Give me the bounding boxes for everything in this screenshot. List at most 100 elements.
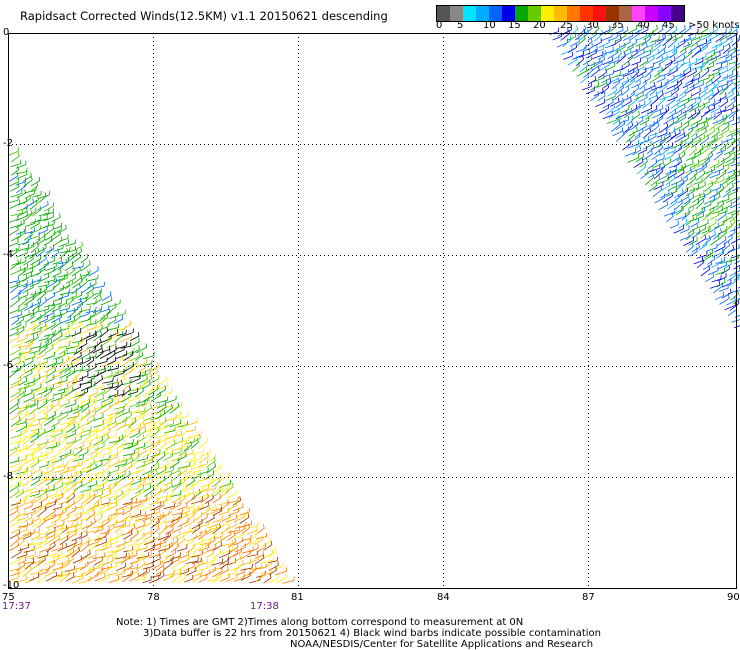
wind-barb bbox=[185, 506, 196, 517]
wind-barb bbox=[664, 151, 674, 161]
wind-barb bbox=[101, 536, 112, 548]
wind-barb bbox=[185, 534, 197, 542]
wind-barb bbox=[80, 382, 92, 392]
wind-barb bbox=[58, 304, 71, 312]
wind-barb bbox=[736, 62, 740, 66]
wind-barb bbox=[100, 403, 111, 415]
wind-barb bbox=[663, 208, 676, 217]
wind-barb bbox=[579, 28, 590, 41]
wind-barb bbox=[268, 575, 279, 584]
wind-barb bbox=[66, 461, 80, 470]
wind-barb bbox=[709, 88, 720, 100]
wind-barb bbox=[232, 496, 242, 506]
wind-barb bbox=[683, 48, 693, 60]
wind-barb bbox=[100, 417, 112, 426]
wind-barb bbox=[642, 127, 652, 139]
wind-barb bbox=[99, 349, 111, 359]
wind-barb bbox=[39, 513, 52, 521]
wind-barb bbox=[29, 538, 43, 546]
wind-barb bbox=[37, 505, 47, 518]
legend-swatch bbox=[476, 6, 489, 21]
wind-barb bbox=[637, 145, 648, 155]
wind-barb bbox=[44, 275, 56, 283]
wind-barb bbox=[113, 483, 123, 493]
wind-barb bbox=[52, 572, 64, 582]
wind-barb bbox=[170, 536, 179, 548]
wind-barb bbox=[8, 333, 20, 344]
wind-barb bbox=[691, 150, 702, 161]
wind-barb bbox=[169, 458, 180, 469]
wind-barb bbox=[171, 542, 180, 553]
wind-barb bbox=[45, 410, 57, 421]
wind-barb bbox=[99, 565, 109, 576]
wind-barb bbox=[158, 523, 168, 535]
wind-barb bbox=[59, 386, 69, 397]
wind-barb bbox=[57, 556, 70, 566]
wind-barb bbox=[142, 351, 155, 360]
wind-barb bbox=[233, 573, 245, 582]
wind-barb bbox=[556, 38, 569, 48]
wind-barb bbox=[23, 471, 33, 481]
note-line-3: NOAA/NESDIS/Center for Satellite Applica… bbox=[290, 639, 594, 650]
wind-barb bbox=[39, 544, 51, 553]
wind-barb bbox=[93, 436, 103, 446]
wind-barb bbox=[234, 524, 246, 535]
wind-barb bbox=[191, 476, 201, 487]
wind-barb bbox=[709, 68, 720, 77]
wind-barb bbox=[15, 322, 27, 330]
wind-barb bbox=[647, 105, 658, 115]
wind-barb bbox=[156, 430, 168, 438]
wind-barb bbox=[715, 256, 726, 265]
wind-barb bbox=[114, 396, 125, 404]
wind-barb bbox=[23, 175, 33, 187]
wind-barb bbox=[576, 66, 588, 77]
wind-barb bbox=[670, 73, 682, 84]
wind-barb bbox=[151, 560, 162, 570]
wind-barb bbox=[716, 158, 725, 169]
wind-barb bbox=[16, 211, 28, 221]
wind-barb bbox=[700, 134, 709, 145]
wind-barb bbox=[52, 236, 63, 247]
wind-barb bbox=[197, 490, 208, 499]
wind-barb bbox=[602, 69, 615, 78]
wind-barb bbox=[619, 69, 629, 77]
wind-barb bbox=[629, 121, 639, 131]
wind-barb bbox=[713, 109, 723, 120]
wind-barb bbox=[66, 480, 77, 492]
wind-barb bbox=[106, 549, 115, 560]
wind-barb bbox=[23, 194, 31, 205]
wind-barb bbox=[114, 402, 126, 410]
wind-barb bbox=[639, 79, 647, 90]
wind-barb bbox=[31, 326, 42, 335]
wind-barb bbox=[698, 240, 708, 251]
wind-barb bbox=[29, 279, 40, 287]
wind-barb bbox=[58, 349, 69, 359]
wind-barb bbox=[45, 559, 56, 572]
wind-barb bbox=[134, 351, 144, 361]
wind-barb bbox=[127, 550, 138, 560]
wind-barb bbox=[128, 544, 140, 552]
wind-barb bbox=[248, 536, 258, 547]
wind-barb bbox=[150, 571, 162, 578]
wind-barb bbox=[722, 134, 733, 143]
wind-barb bbox=[676, 38, 686, 49]
wind-barb bbox=[212, 572, 222, 584]
wind-barb bbox=[123, 476, 134, 488]
legend-label-10: 10 bbox=[483, 20, 496, 31]
wind-barb bbox=[106, 568, 119, 576]
wind-barb bbox=[32, 471, 43, 481]
map-title: Rapidsact Corrected Winds(12.5KM) v1.1 2… bbox=[20, 9, 388, 23]
wind-barb bbox=[32, 190, 42, 198]
wind-barb bbox=[241, 546, 254, 554]
wind-barb bbox=[116, 329, 127, 337]
wind-barb bbox=[169, 516, 180, 528]
wind-barb bbox=[129, 337, 140, 348]
wind-barb bbox=[641, 34, 652, 47]
wind-barb bbox=[178, 483, 188, 493]
wind-barb bbox=[655, 154, 665, 163]
wind-barb bbox=[52, 331, 63, 342]
wind-barb bbox=[624, 121, 634, 133]
wind-barb bbox=[79, 398, 91, 409]
wind-barb bbox=[184, 454, 195, 464]
